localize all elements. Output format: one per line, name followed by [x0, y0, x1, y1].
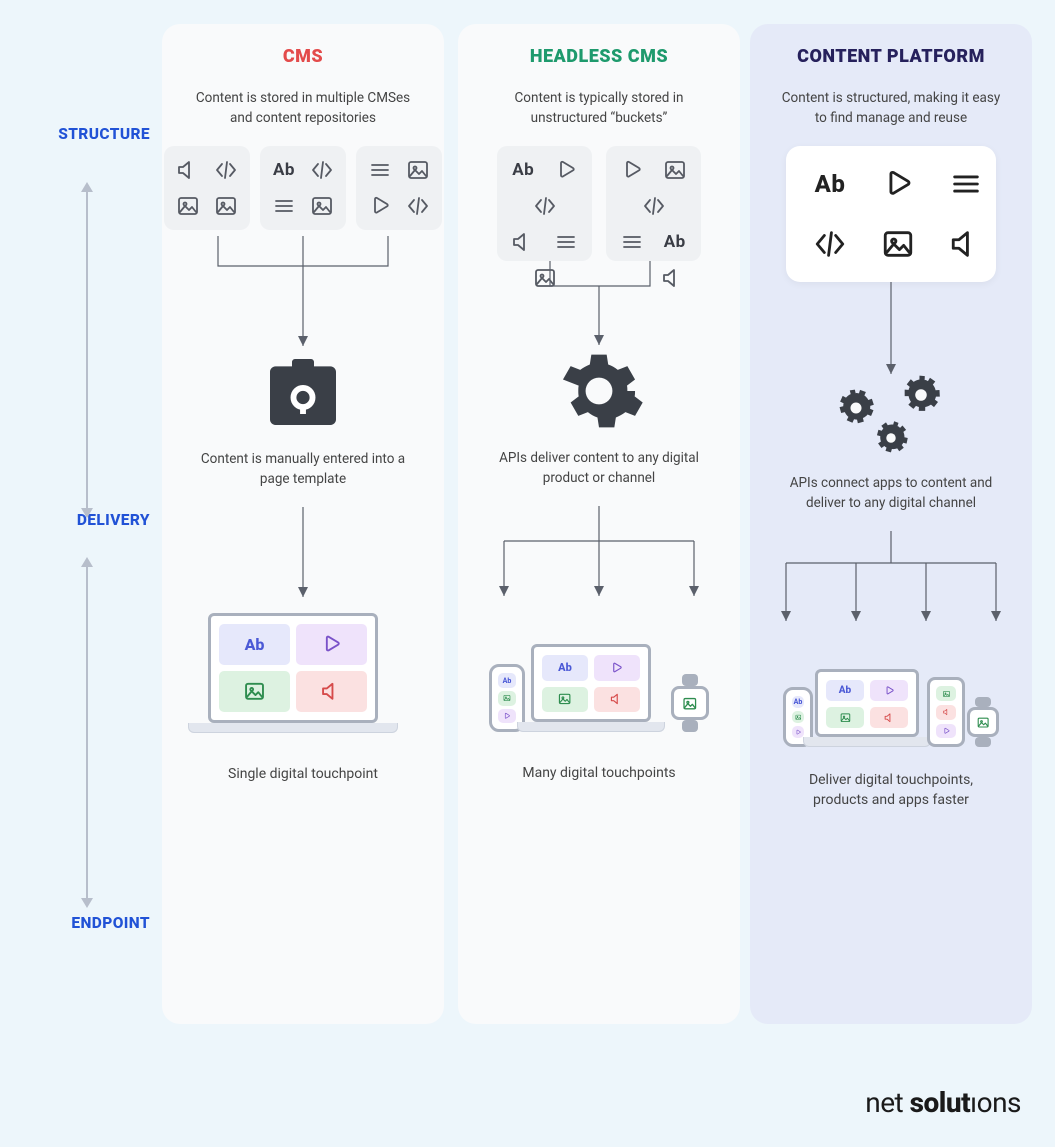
- briefcase-icon: [180, 342, 426, 442]
- tile-image: [826, 707, 864, 728]
- watch-device: [967, 697, 999, 747]
- code-icon: [212, 156, 240, 184]
- menu-icon: [366, 156, 394, 184]
- delivery-text-platform: APIs connect apps to content and deliver…: [781, 474, 1001, 513]
- structure-text-platform: Content is structured, making it easy to…: [781, 89, 1001, 128]
- rail-label-structure: STRUCTURE: [30, 125, 150, 143]
- col-title-headless: HEADLESS CMS: [476, 46, 722, 67]
- menu-icon: [270, 192, 298, 220]
- menu-icon: [552, 228, 580, 256]
- structure-text-cms: Content is stored in multiple CMSes and …: [193, 89, 413, 128]
- tile-image: [498, 691, 516, 706]
- structured-repo: Ab: [786, 146, 996, 282]
- tile-image: [936, 686, 956, 701]
- gears3-icon: [768, 370, 1014, 466]
- laptop-device: Ab: [815, 669, 931, 747]
- text-icon: Ab: [661, 228, 689, 256]
- tile-text: Ab: [542, 655, 588, 680]
- play-icon: [878, 164, 918, 204]
- devices-headless: Ab Ab: [476, 602, 722, 732]
- code-icon: [308, 156, 336, 184]
- text-icon: Ab: [810, 164, 850, 204]
- tile-play: [498, 709, 516, 724]
- bucket-box: Ab: [606, 146, 701, 261]
- text-icon: Ab: [509, 156, 537, 184]
- tile-text: Ab: [792, 696, 804, 708]
- col-title-platform: CONTENT PLATFORM: [768, 46, 1014, 67]
- endpoint-text-headless: Many digital touchpoints: [494, 764, 704, 784]
- speaker-icon: [946, 224, 986, 264]
- repos-cms: Ab: [180, 146, 426, 230]
- connector-1to4: [768, 531, 1014, 621]
- bucket-box: Ab: [497, 146, 592, 261]
- image-icon: [878, 224, 918, 264]
- connector-1to1: [180, 507, 426, 597]
- image-icon: [661, 156, 689, 184]
- tile-speaker: [870, 707, 908, 728]
- tile-text: Ab: [826, 680, 864, 701]
- code-icon: [404, 192, 432, 220]
- tile-play: [296, 624, 367, 665]
- endpoint-text-cms: Single digital touchpoint: [198, 765, 408, 785]
- brand-prefix: net: [865, 1086, 909, 1119]
- tile-play: [594, 655, 640, 680]
- tablet-device: [927, 677, 965, 747]
- laptop-device: Ab: [531, 644, 665, 732]
- tile-image: [219, 671, 290, 712]
- tile-play: [870, 680, 908, 701]
- image-icon: [212, 192, 240, 220]
- infographic-root: STRUCTURE DELIVERY ENDPOINT CMS Content …: [0, 0, 1055, 1147]
- code-icon: [531, 192, 559, 220]
- tile-play: [936, 724, 956, 739]
- devices-platform: Ab Ab: [768, 627, 1014, 747]
- col-cms: CMS Content is stored in multiple CMSes …: [162, 24, 444, 1024]
- tile-text: Ab: [498, 673, 516, 688]
- image-icon: [308, 192, 336, 220]
- tile-image: [792, 711, 804, 723]
- connector-1to1: [768, 282, 1014, 374]
- play-icon: [366, 192, 394, 220]
- col-headless: HEADLESS CMS Content is typically stored…: [458, 24, 740, 1024]
- speaker-icon: [509, 228, 537, 256]
- play-icon: [552, 156, 580, 184]
- laptop-device: Ab: [208, 613, 398, 733]
- gear-icon: [476, 341, 722, 441]
- repo-box: Ab: [260, 146, 346, 230]
- rail-label-endpoint: ENDPOINT: [30, 914, 150, 932]
- devices-cms: Ab: [180, 603, 426, 733]
- speaker-icon: [174, 156, 202, 184]
- axis-arrow-upper: [86, 190, 88, 510]
- code-icon: [810, 224, 850, 264]
- text-icon: Ab: [270, 156, 298, 184]
- repos-platform: Ab: [768, 146, 1014, 282]
- play-icon: [618, 156, 646, 184]
- tile-speaker: [936, 705, 956, 720]
- axis-arrow-lower: [86, 565, 88, 900]
- connector-2to1: [476, 261, 722, 345]
- brand-bold: solut: [910, 1086, 971, 1119]
- connector-3to1: [180, 236, 426, 346]
- watch-device: [671, 674, 709, 732]
- brand-suffix: ıons: [970, 1086, 1021, 1119]
- tile-image: [542, 687, 588, 712]
- delivery-text-cms: Content is manually entered into a page …: [193, 450, 413, 489]
- repo-box: [356, 146, 442, 230]
- connector-1to3: [476, 506, 722, 596]
- tile-text: Ab: [219, 624, 290, 665]
- brand-logo: net solutıons: [865, 1086, 1021, 1119]
- tile-speaker: [296, 671, 367, 712]
- menu-icon: [618, 228, 646, 256]
- image-icon: [404, 156, 432, 184]
- repos-headless: Ab Ab: [476, 146, 722, 261]
- repo-box: [164, 146, 250, 230]
- col-title-cms: CMS: [180, 46, 426, 67]
- tile-speaker: [594, 687, 640, 712]
- menu-icon: [946, 164, 986, 204]
- endpoint-text-platform: Deliver digital touchpoints, products an…: [786, 771, 996, 810]
- code-icon: [640, 192, 668, 220]
- structure-text-headless: Content is typically stored in unstructu…: [489, 89, 709, 128]
- image-icon: [174, 192, 202, 220]
- delivery-text-headless: APIs deliver content to any digital prod…: [489, 449, 709, 488]
- col-platform: CONTENT PLATFORM Content is structured, …: [750, 24, 1032, 1024]
